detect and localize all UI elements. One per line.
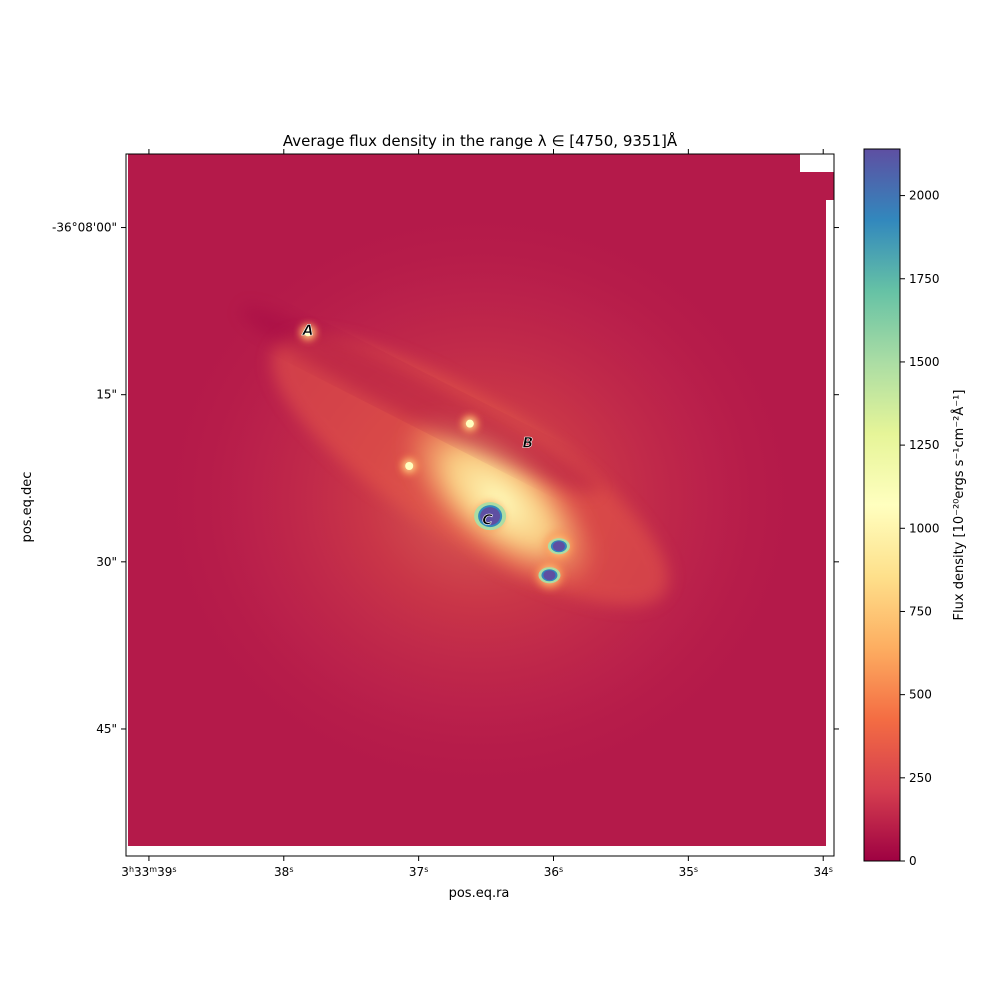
colorbar-tick-label: 0	[909, 854, 917, 868]
source-peak	[304, 328, 313, 337]
plot-area: A B C	[126, 154, 834, 856]
source-annotation: B	[523, 436, 534, 452]
y-tick-label: -36°08'00"	[52, 221, 117, 235]
y-axis-label: pos.eq.dec	[20, 472, 35, 543]
x-tick-label: 36s	[544, 865, 563, 880]
y-tick-label: 45"	[96, 722, 117, 736]
image-edge-gap-left	[126, 154, 128, 856]
source-peak	[543, 570, 556, 581]
x-tick-label: 37s	[409, 865, 428, 880]
colorbar-tick-label: 1000	[909, 521, 940, 535]
colorbar-tick-label: 2000	[909, 189, 940, 203]
colorbar-tick-label: 1250	[909, 438, 940, 452]
image-edge-gap-right	[826, 200, 834, 856]
colorbar-tick-label: 500	[909, 688, 932, 702]
source-peak	[480, 507, 501, 526]
source-annotation: C	[482, 512, 493, 528]
colorbar-tick-label: 250	[909, 771, 932, 785]
y-axis-ticks: -36°08'00" 15" 30" 45"	[52, 221, 839, 736]
source-peak	[405, 462, 414, 470]
colorbar-ticks: 0 250 500 750 1000 1250 1500 1750 2000	[900, 189, 940, 868]
source-peak	[465, 419, 474, 428]
colorbar-tick-label: 1500	[909, 355, 940, 369]
x-axis-label: pos.eq.ra	[449, 886, 510, 901]
y-tick-label: 15"	[96, 388, 117, 402]
colorbar-tick-label: 1750	[909, 272, 940, 286]
image-edge-gap-bottom	[126, 846, 826, 856]
star-forming-knots	[296, 320, 577, 594]
source-annotation: A	[302, 323, 314, 339]
dust-lane	[241, 307, 599, 493]
image-corner-gap	[800, 154, 834, 172]
y-tick-label: 30"	[96, 555, 117, 569]
x-tick-label: 38s	[274, 865, 293, 880]
colorbar-tick-label: 750	[909, 604, 932, 618]
colorbar	[863, 148, 901, 862]
colorbar-label: Flux density [10⁻²⁰ergs s⁻¹cm⁻²Å⁻¹]	[951, 390, 967, 621]
x-tick-label: 34s	[813, 865, 832, 880]
chart-title: Average flux density in the range λ ∈ [4…	[283, 131, 678, 150]
source-peak	[552, 541, 565, 552]
x-axis-ticks: 3h33m39s 38s 37s 36s 35s 34s	[121, 149, 833, 879]
x-tick-label: 35s	[679, 865, 698, 880]
plot-frame	[125, 153, 835, 857]
x-tick-label: 3h33m39s	[121, 865, 176, 880]
